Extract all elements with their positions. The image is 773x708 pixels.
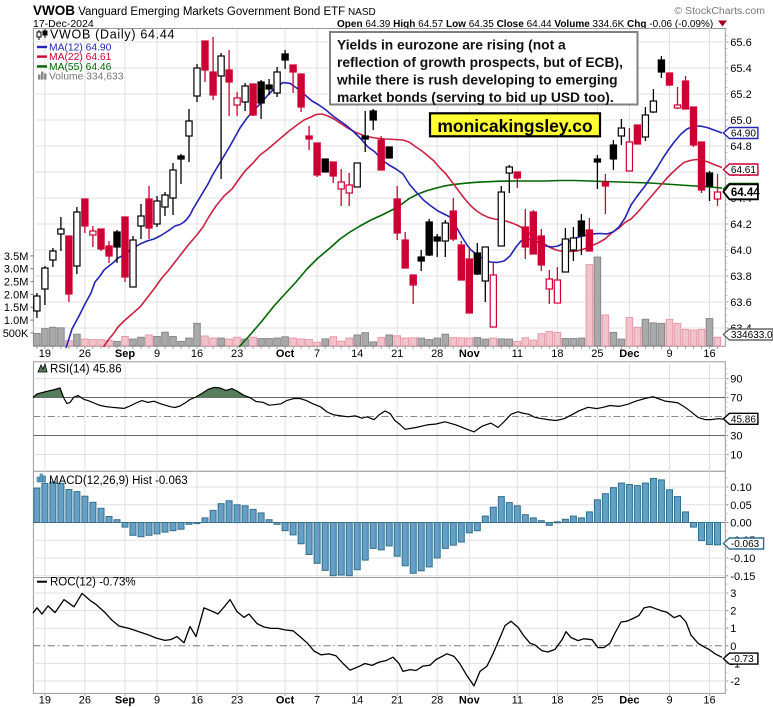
svg-text:70: 70	[730, 393, 742, 405]
svg-text:63.6: 63.6	[730, 297, 751, 309]
svg-text:Nov: Nov	[459, 348, 481, 360]
svg-text:334633.0: 334633.0	[731, 330, 773, 341]
svg-text:18: 18	[551, 695, 563, 707]
svg-text:64.2: 64.2	[730, 219, 751, 231]
svg-text:1.0M: 1.0M	[4, 315, 28, 327]
svg-text:26: 26	[79, 695, 91, 707]
svg-text:1: 1	[730, 623, 736, 635]
svg-text:19: 19	[39, 348, 51, 360]
svg-text:64.8: 64.8	[730, 141, 751, 153]
svg-text:7: 7	[314, 695, 320, 707]
svg-text:18: 18	[551, 348, 563, 360]
svg-text:23: 23	[231, 348, 243, 360]
svg-text:-0.73: -0.73	[731, 654, 754, 665]
svg-text:reflection of growth prospects: reflection of growth prospects, but of E…	[337, 55, 623, 70]
svg-text:VWOB (Daily) 64.44: VWOB (Daily) 64.44	[50, 28, 175, 42]
svg-text:MA(55) 64.46: MA(55) 64.46	[49, 62, 112, 73]
svg-text:-0.10: -0.10	[730, 553, 755, 565]
svg-text:RSI(14) 45.86: RSI(14) 45.86	[50, 364, 122, 376]
svg-text:65.6: 65.6	[730, 37, 751, 49]
svg-text:65.0: 65.0	[730, 115, 751, 127]
svg-text:23: 23	[231, 695, 243, 707]
svg-text:monicakingsley.co: monicakingsley.co	[437, 116, 592, 136]
svg-text:25: 25	[591, 695, 603, 707]
svg-text:16: 16	[191, 695, 203, 707]
svg-text:30: 30	[730, 431, 742, 443]
svg-text:Dec: Dec	[619, 348, 639, 360]
svg-text:2.5M: 2.5M	[4, 277, 28, 289]
svg-text:MA(12) 64.90: MA(12) 64.90	[49, 43, 112, 54]
svg-text:2.0M: 2.0M	[4, 289, 28, 301]
svg-text:Sep: Sep	[115, 348, 135, 360]
svg-text:65.2: 65.2	[730, 89, 751, 101]
svg-text:1.5M: 1.5M	[4, 302, 28, 314]
svg-text:16: 16	[703, 348, 715, 360]
svg-text:19: 19	[39, 695, 51, 707]
svg-text:-2: -2	[730, 676, 740, 688]
svg-text:3.0M: 3.0M	[4, 264, 28, 276]
svg-text:14: 14	[351, 348, 363, 360]
svg-text:500K: 500K	[3, 328, 29, 340]
svg-text:market bonds (serving to bid u: market bonds (serving to bid up USD too)…	[337, 90, 614, 105]
svg-text:Dec: Dec	[619, 695, 639, 707]
svg-text:11: 11	[512, 695, 523, 707]
svg-text:21: 21	[391, 695, 403, 707]
svg-text:64.0: 64.0	[730, 245, 751, 257]
svg-text:16: 16	[191, 348, 203, 360]
svg-text:MA(22) 64.61: MA(22) 64.61	[49, 52, 112, 63]
svg-text:9: 9	[666, 695, 672, 707]
svg-text:10: 10	[730, 450, 742, 462]
svg-text:-0.063: -0.063	[731, 539, 760, 550]
svg-text:3: 3	[730, 588, 736, 600]
svg-text:65.4: 65.4	[730, 63, 751, 75]
svg-text:2: 2	[730, 606, 736, 618]
svg-text:Nov: Nov	[459, 695, 481, 707]
svg-text:64.44: 64.44	[731, 187, 760, 199]
svg-text:0.05: 0.05	[730, 500, 751, 512]
svg-text:9: 9	[154, 348, 160, 360]
svg-text:0.10: 0.10	[730, 482, 751, 494]
svg-text:MACD(12,26,9) Hist -0.063: MACD(12,26,9) Hist -0.063	[49, 475, 188, 487]
svg-text:63.8: 63.8	[730, 271, 751, 283]
svg-text:Oct: Oct	[276, 348, 295, 360]
svg-text:9: 9	[154, 695, 160, 707]
svg-text:28: 28	[431, 695, 443, 707]
svg-text:26: 26	[79, 348, 91, 360]
svg-text:17-Dec-2024: 17-Dec-2024	[33, 18, 94, 30]
svg-text:7: 7	[314, 348, 320, 360]
svg-text:Volume 334,633: Volume 334,633	[49, 72, 124, 83]
svg-text:9: 9	[666, 348, 672, 360]
svg-text:3.5M: 3.5M	[4, 251, 28, 263]
svg-text:© StockCharts.com: © StockCharts.com	[674, 5, 765, 17]
svg-text:90: 90	[730, 374, 742, 386]
svg-text:16: 16	[703, 695, 715, 707]
svg-text:45.86: 45.86	[731, 414, 756, 425]
svg-text:25: 25	[591, 348, 603, 360]
svg-text:28: 28	[431, 348, 443, 360]
svg-text:0: 0	[730, 641, 736, 653]
svg-text:64.90: 64.90	[731, 129, 756, 140]
svg-text:21: 21	[391, 348, 403, 360]
svg-text:11: 11	[512, 348, 523, 360]
svg-text:Oct: Oct	[276, 695, 295, 707]
svg-text:VWOB Vanguard Emerging Markets: VWOB Vanguard Emerging Markets Governmen…	[33, 3, 376, 18]
svg-text:14: 14	[351, 695, 363, 707]
svg-text:ROC(12) -0.73%: ROC(12) -0.73%	[50, 577, 136, 589]
svg-text:Sep: Sep	[115, 695, 135, 707]
svg-text:while there is rush developing: while there is rush developing to emergi…	[336, 73, 618, 88]
svg-text:0.00: 0.00	[730, 518, 751, 530]
svg-text:64.61: 64.61	[731, 165, 756, 176]
svg-text:-0.15: -0.15	[730, 571, 755, 583]
svg-text:Yields in eurozone are rising: Yields in eurozone are rising (not a	[337, 38, 566, 53]
svg-text:Open 64.39 High 64.57 Low 64.3: Open 64.39 High 64.57 Low 64.35 Close 64…	[337, 19, 713, 30]
